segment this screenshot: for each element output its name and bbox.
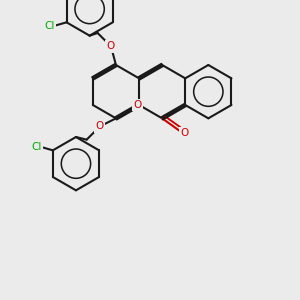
Text: Cl: Cl (31, 142, 41, 152)
Text: O: O (96, 121, 104, 131)
Text: O: O (133, 100, 142, 110)
Text: O: O (107, 41, 115, 51)
Text: O: O (180, 128, 188, 138)
Text: Cl: Cl (45, 21, 55, 31)
